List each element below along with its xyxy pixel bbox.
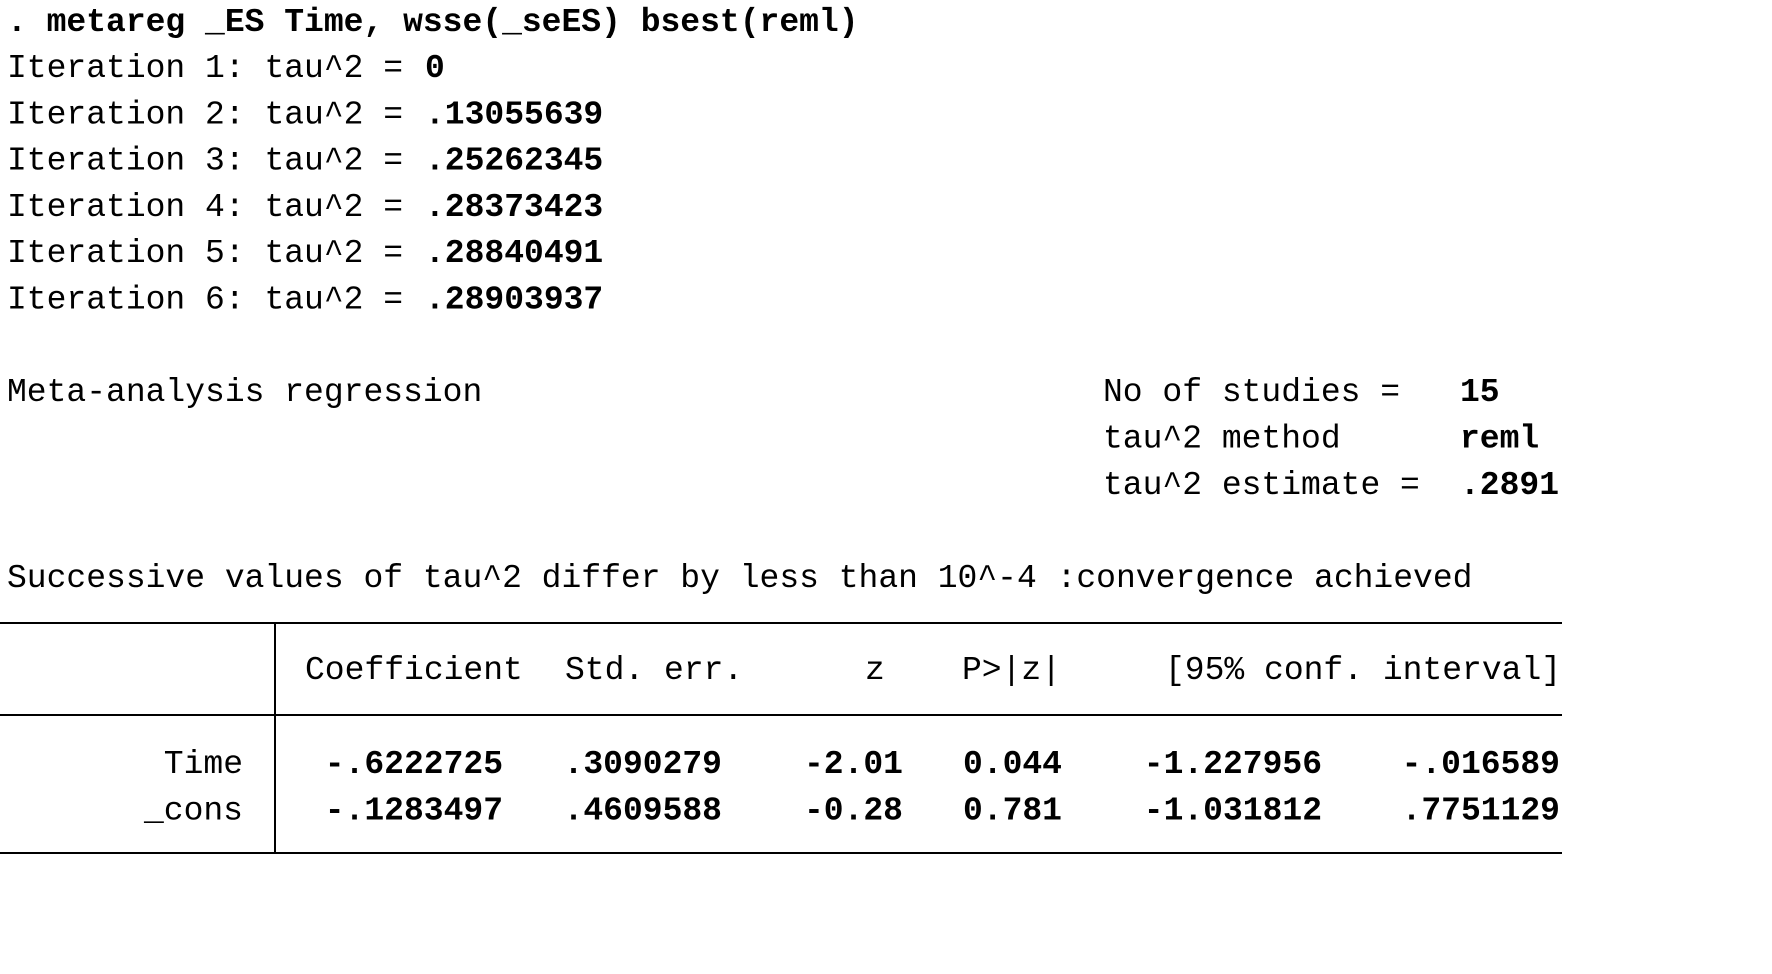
iteration-value: .25262345 [425,143,603,180]
table-cell: .3090279 [564,746,722,783]
table-cell: -2.01 [804,746,903,783]
table-cell: -.6222725 [325,746,503,783]
table-cell: -.016589 [1402,746,1560,783]
table-header: P>|z| [962,652,1061,689]
table-cell: 0.781 [963,793,1062,830]
row-label: _cons [143,793,243,830]
command-line: . metareg _ES Time, wsse(_seES) bsest(re… [7,4,859,41]
iteration-label: Iteration 3: tau^2 = [7,143,403,180]
iteration-label: Iteration 6: tau^2 = [7,282,403,319]
convergence-note: Successive values of tau^2 differ by les… [7,560,1472,597]
stat-value: .2891 [1460,467,1559,504]
stat-label: No of studies = [1103,374,1400,411]
table-cell: .7751129 [1402,793,1560,830]
row-label: Time [164,746,243,783]
iteration-label: Iteration 4: tau^2 = [7,189,403,226]
stat-value: reml [1460,421,1539,458]
iteration-value: .28840491 [425,235,603,272]
iteration-value: 0 [425,50,445,87]
table-cell: -0.28 [804,793,903,830]
iteration-value: .28373423 [425,189,603,226]
table-header: Coefficient [305,652,523,689]
table-header: z [865,652,885,689]
iteration-value: .13055639 [425,96,603,133]
iteration-label: Iteration 2: tau^2 = [7,96,403,133]
section-title: Meta-analysis regression [7,374,482,411]
table-cell: -1.031812 [1144,793,1322,830]
table-cell: -1.227956 [1144,746,1322,783]
iteration-label: Iteration 5: tau^2 = [7,235,403,272]
table-cell: -.1283497 [325,793,503,830]
stat-label: tau^2 estimate = [1103,467,1420,504]
stat-value: 15 [1460,374,1500,411]
table-header: Std. err. [565,652,743,689]
table-cell: 0.044 [963,746,1062,783]
stat-label: tau^2 method [1103,421,1341,458]
iteration-label: Iteration 1: tau^2 = [7,50,403,87]
iteration-value: .28903937 [425,282,603,319]
table-cell: .4609588 [564,793,722,830]
table-header: [95% conf. interval] [1165,652,1561,689]
